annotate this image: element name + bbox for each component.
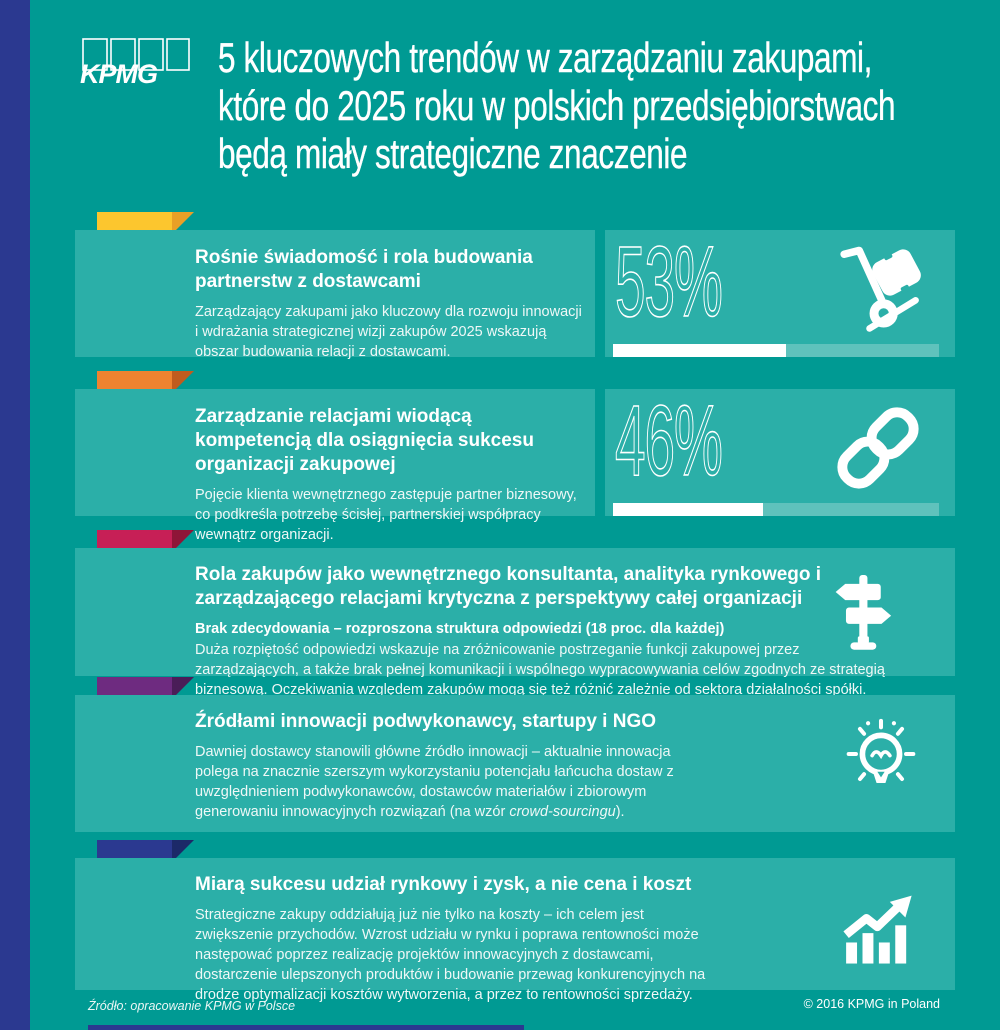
growth-chart-icon (843, 895, 912, 964)
page-title: 5 kluczowych trendów w zarządzaniu zakup… (218, 34, 896, 178)
progress-bar (613, 344, 939, 357)
kpmg-logo: KPMG (80, 38, 190, 88)
section-stat-panel: 53% (605, 230, 955, 357)
title-line: 5 kluczowych trendów w zarządzaniu zakup… (218, 34, 873, 81)
title-line: które do 2025 roku w polskich przedsiębi… (218, 82, 896, 129)
section-body: Zarządzający zakupami jako kluczowy dla … (195, 304, 582, 360)
title-line: będą miały strategiczne znaczenie (218, 130, 688, 177)
progress-fill (613, 503, 763, 516)
body-text: Dawniej dostawcy stanowili główne źródło… (195, 744, 674, 820)
signpost-icon (835, 575, 892, 650)
section-heading: Rola zakupów jako wewnętrznego konsultan… (195, 564, 822, 609)
section-stat-panel: 46% (605, 389, 955, 516)
section-body: Pojęcie klienta wewnętrznego zastępuje p… (195, 487, 577, 543)
stat-value: 53% (615, 226, 724, 338)
section-heading: Rośnie świadomość i rola budowania partn… (195, 247, 533, 292)
tag-fold-icon (172, 840, 194, 862)
section-heading: Miarą sukcesu udział rynkowy i zysk, a n… (195, 874, 692, 895)
section-text-panel: Zarządzanie relacjami wiodącą kompetencj… (75, 389, 595, 543)
logo-wordmark: KPMG (80, 59, 158, 88)
section-text-panel: Miarą sukcesu udział rynkowy i zysk, a n… (75, 858, 955, 1003)
section-text-panel: Źródłami innowacji podwykonawcy, startup… (75, 695, 955, 832)
lightbulb-icon (846, 718, 916, 784)
tag-fold-icon (172, 530, 194, 552)
stat-value: 46% (615, 385, 724, 497)
section-body: Dawniej dostawcy stanowili główne źródło… (195, 742, 690, 822)
section-body: Strategiczne zakupy oddziałują już nie t… (195, 907, 706, 1003)
tag-fold-icon (172, 371, 194, 393)
tag-fold-icon (172, 212, 194, 234)
footer-source: Źródło: opracowanie KPMG w Polsce (88, 999, 296, 1013)
section-heading: Źródłami innowacji podwykonawcy, startup… (195, 711, 657, 732)
hand-truck-icon (840, 246, 921, 332)
body-italic-text: crowd-sourcingu (509, 804, 616, 820)
left-accent-bar (0, 0, 30, 1030)
section-heading: Zarządzanie relacjami wiodącą kompetencj… (195, 406, 534, 475)
logo-squares-icon (82, 38, 190, 71)
chain-link-icon (837, 407, 919, 489)
footer-copyright: © 2016 KPMG in Poland (803, 997, 940, 1011)
progress-fill (613, 344, 786, 357)
progress-bar (613, 503, 939, 516)
section-text-panel: Rośnie świadomość i rola budowania partn… (75, 230, 595, 360)
section-body-bold: Brak zdecydowania – rozproszona struktur… (195, 621, 725, 637)
bottom-accent-bar (88, 1025, 524, 1030)
section-body: Duża rozpiętość odpowiedzi wskazuje na z… (195, 642, 885, 698)
body-tail-text: ). (615, 804, 625, 820)
tag-fold-icon (172, 677, 194, 699)
section-text-panel: Rola zakupów jako wewnętrznego konsultan… (75, 548, 955, 698)
